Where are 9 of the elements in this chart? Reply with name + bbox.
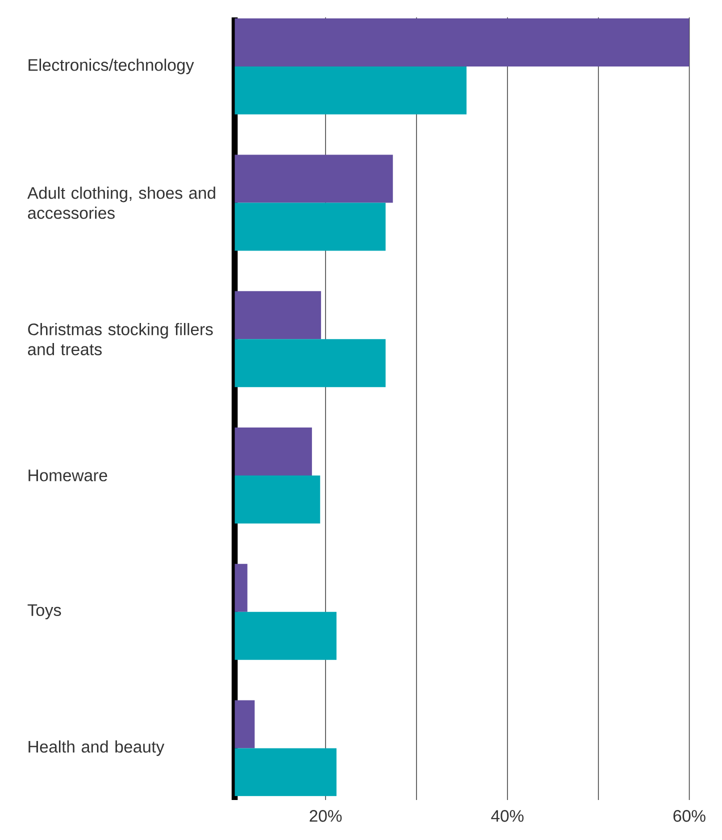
y-tick-label: Health and beauty — [28, 740, 164, 756]
y-tick-label: Christmas stocking fillers and treats — [28, 323, 213, 356]
y-tick-label: Adult clothing, shoes and accessories — [27, 186, 216, 219]
x-tick-label: 20% — [310, 810, 342, 822]
y-tick-label: Electronics/technology — [28, 58, 194, 74]
y-tick-label: Homeware — [28, 470, 108, 482]
y-tick-label: Toys — [28, 604, 61, 620]
x-tick-label: 40% — [491, 810, 524, 822]
x-tick-label: 60% — [673, 810, 706, 822]
